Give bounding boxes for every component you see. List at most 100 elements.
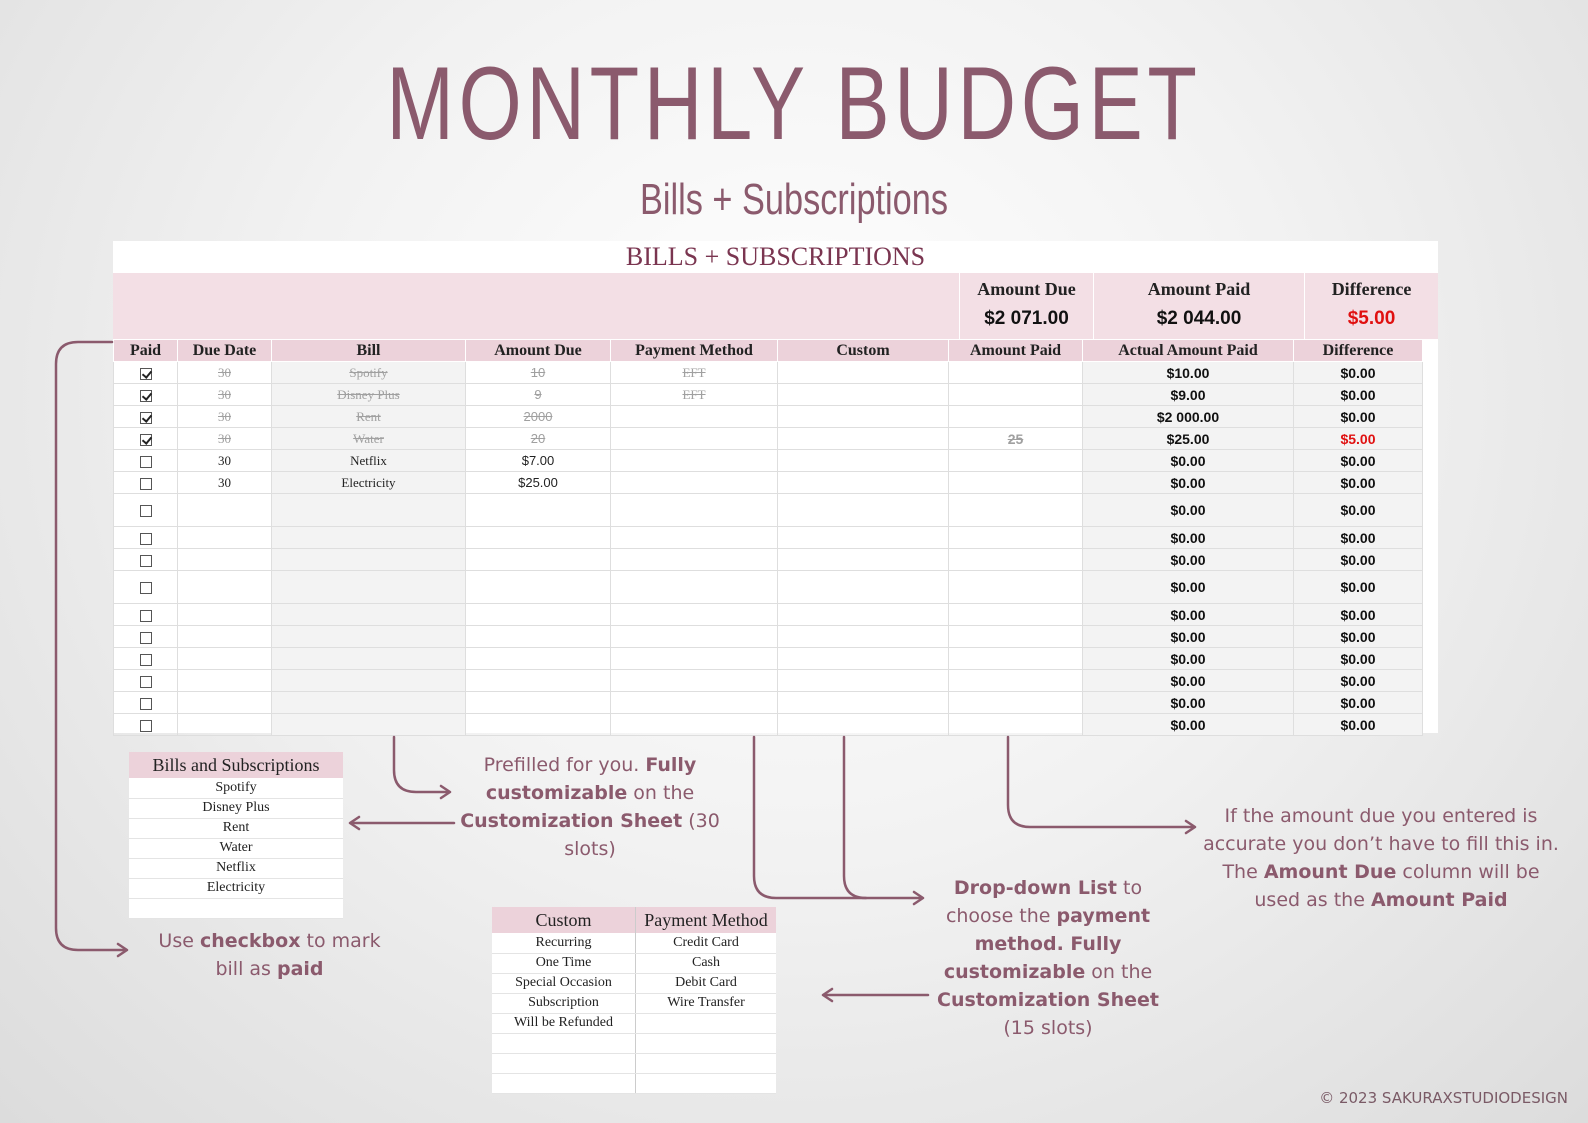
amount-paid-arrowhead <box>1184 819 1197 835</box>
table-row: $0.00 $0.00 <box>113 713 1423 736</box>
col-header-bill: Bill <box>271 339 466 362</box>
actual-amount-paid-cell: $0.00 <box>1082 625 1294 648</box>
bill-cell[interactable]: Rent <box>271 405 466 428</box>
sheet-title: BILLS + SUBSCRIPTIONS <box>113 241 1438 273</box>
payment-method-callout-line <box>752 735 924 900</box>
actual-amount-paid-cell: $0.00 <box>1082 493 1294 527</box>
table-row: $0.00 $0.00 <box>113 669 1423 692</box>
col-header-payment-method: Payment Method <box>610 339 778 362</box>
list-item <box>635 1073 776 1094</box>
bills-list-item: Electricity <box>129 878 343 899</box>
bills-list-header: Bills and Subscriptions <box>129 752 343 778</box>
difference-cell: $0.00 <box>1293 669 1423 692</box>
col-header-difference: Difference <box>1293 339 1423 362</box>
actual-amount-paid-cell: $0.00 <box>1082 691 1294 714</box>
custom-list-item: Recurring <box>492 933 635 954</box>
due-date-cell[interactable] <box>177 493 272 527</box>
col-header-amount-paid: Amount Paid <box>948 339 1083 362</box>
payment-list-table: Payment Method Credit Card Cash Debit Card… <box>635 907 776 1094</box>
table-row: 30 Water 20 25 $25.00 $5.00 <box>113 427 1423 450</box>
bill-cell[interactable]: Disney Plus <box>271 383 466 406</box>
bill-cell[interactable] <box>271 548 466 571</box>
note-amount-paid: If the amount due you entered is accurat… <box>1203 805 1559 911</box>
budget-sheet: BILLS + SUBSCRIPTIONS Amount Due $2 071.… <box>113 241 1438 736</box>
col-header-actual-amount-paid: Actual Amount Paid <box>1082 339 1294 362</box>
page-title: MONTHLY BUDGET <box>386 46 1202 162</box>
paid-checkbox[interactable] <box>139 433 152 446</box>
paid-checkbox[interactable] <box>139 582 152 595</box>
list-item: Netflix <box>129 858 343 879</box>
bill-cell[interactable] <box>271 526 466 549</box>
summary-label: Amount Paid <box>1147 279 1251 299</box>
actual-amount-paid-cell: $0.00 <box>1082 713 1294 736</box>
paid-checkbox[interactable] <box>139 554 152 567</box>
table-row: 30 Rent 2000 $2 000.00 $0.00 <box>113 405 1423 428</box>
paid-checkbox[interactable] <box>139 719 152 732</box>
payment-list-item: Cash <box>635 953 776 974</box>
list-item: Electricity <box>129 878 343 899</box>
summary-value: $2 071.00 <box>984 308 1069 329</box>
list-item <box>635 1033 776 1054</box>
paid-checkbox[interactable] <box>139 697 152 710</box>
actual-amount-paid-cell: $25.00 <box>1082 427 1294 450</box>
custom-callout-line <box>842 735 868 900</box>
bill-cell[interactable] <box>271 625 466 648</box>
summary-label: Difference <box>1331 279 1412 299</box>
prefilled-callout-line <box>392 735 451 794</box>
list-item: Wire Transfer <box>635 993 776 1014</box>
dropdown-arrowhead <box>912 890 925 906</box>
paid-checkbox[interactable] <box>139 609 152 622</box>
paid-checkbox[interactable] <box>139 675 152 688</box>
summary-amount-due: Amount Due $2 071.00 <box>959 273 1093 339</box>
paid-checkbox[interactable] <box>139 389 152 402</box>
custom-cell[interactable] <box>777 493 949 527</box>
difference-cell: $0.00 <box>1293 713 1423 736</box>
difference-cell: $0.00 <box>1293 570 1423 604</box>
list-item <box>635 1013 776 1034</box>
list-item <box>492 1033 635 1054</box>
actual-amount-paid-cell: $2 000.00 <box>1082 405 1294 428</box>
list-item: Will be Refunded <box>492 1013 635 1034</box>
bills-list-item <box>129 898 343 919</box>
custom-list-item <box>492 1033 635 1054</box>
difference-cell: $0.00 <box>1293 603 1423 626</box>
prefilled-arrowhead <box>439 784 452 800</box>
table-row: $0.00 $0.00 <box>113 548 1423 571</box>
page-subtitle: Bills + Subscriptions <box>639 175 949 224</box>
list-item: Recurring <box>492 933 635 954</box>
note-dropdown: Drop-down List to choose the payment met… <box>937 877 1159 1039</box>
payment-list-item: Debit Card <box>635 973 776 994</box>
summary-difference: Difference $5.00 <box>1304 273 1438 339</box>
table-row: 30 Electricity $25.00 $0.00 $0.00 <box>113 471 1423 494</box>
amount-due-cell[interactable]: $25.00 <box>465 471 611 494</box>
bills-list-item: Netflix <box>129 858 343 879</box>
bill-cell[interactable]: Water <box>271 427 466 450</box>
bill-cell[interactable]: Netflix <box>271 449 466 472</box>
custom-list-item: One Time <box>492 953 635 974</box>
table-row: $0.00 $0.00 <box>113 625 1423 648</box>
bills-list-item: Spotify <box>129 778 343 799</box>
table-row: $0.00 $0.00 <box>113 691 1423 714</box>
paid-checkbox[interactable] <box>139 477 152 490</box>
list-item: Rent <box>129 818 343 839</box>
summary-value: $5.00 <box>1347 308 1396 329</box>
paid-checkbox[interactable] <box>139 411 152 424</box>
custom-list-item <box>492 1053 635 1074</box>
payment-list-item <box>635 1033 776 1054</box>
paid-checkbox[interactable] <box>139 532 152 545</box>
paid-checkbox[interactable] <box>139 367 152 380</box>
amount-paid-callout-line <box>1006 735 1196 829</box>
paid-checkbox[interactable] <box>139 631 152 644</box>
bill-cell[interactable] <box>271 493 466 527</box>
summary-band <box>113 273 1438 339</box>
list-item: Credit Card <box>635 933 776 954</box>
paid-checkbox[interactable] <box>139 653 152 666</box>
bill-cell[interactable]: Electricity <box>271 471 466 494</box>
due-date-cell[interactable]: 30 <box>177 405 272 428</box>
custom-list-header: Custom <box>492 907 635 933</box>
paid-checkbox[interactable] <box>139 505 152 518</box>
paid-checkbox[interactable] <box>139 455 152 468</box>
list-item: Debit Card <box>635 973 776 994</box>
paid-cell <box>113 570 178 604</box>
